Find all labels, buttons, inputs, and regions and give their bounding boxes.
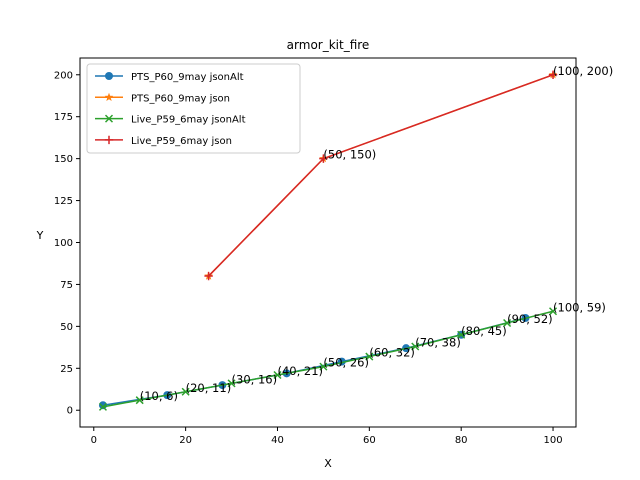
point-annotation: (20, 11) xyxy=(186,381,232,395)
data-point xyxy=(181,387,190,396)
x-tick-label: 40 xyxy=(271,435,284,446)
point-annotation: (50, 150) xyxy=(323,148,376,162)
legend-item: Live_P59_6may jsonAlt xyxy=(95,114,246,126)
data-point xyxy=(135,396,144,405)
legend-box xyxy=(86,63,301,154)
point-annotation: (50, 26) xyxy=(323,356,369,370)
data-point xyxy=(319,154,328,163)
y-tick-label: 125 xyxy=(54,196,73,207)
data-point xyxy=(319,362,328,371)
y-axis-label: Y xyxy=(36,229,44,242)
series-3 xyxy=(98,307,558,411)
point-annotation: (90, 52) xyxy=(507,312,553,326)
x-tick-label: 80 xyxy=(455,435,468,446)
x-tick-label: 60 xyxy=(363,435,376,446)
legend-marker xyxy=(104,92,114,101)
data-point xyxy=(549,307,558,316)
chart-title: armor_kit_fire xyxy=(287,38,370,52)
legend-marker xyxy=(104,114,114,123)
data-point xyxy=(457,330,466,339)
point-annotation: (80, 45) xyxy=(461,324,507,338)
point-annotation: (100, 59) xyxy=(553,300,606,314)
x-tick-label: 100 xyxy=(543,435,562,446)
legend: PTS_P60_9may jsonAlt PTS_P60_9may json Liv… xyxy=(86,63,301,154)
x-tick-label: 0 xyxy=(91,435,97,446)
y-tick-label: 100 xyxy=(54,238,73,249)
point-annotation: (70, 38) xyxy=(415,335,461,349)
y-tick-label: 25 xyxy=(60,364,73,375)
y-tick-label: 75 xyxy=(60,280,73,291)
plot-area: 0 20 40 60 80 100 0 25 50 75 100 125 150 175 200 (10, 6… xyxy=(54,57,613,446)
point-annotation: (10, 6) xyxy=(140,389,178,403)
y-tick-label: 0 xyxy=(67,406,73,417)
data-point xyxy=(204,271,213,281)
series-4 xyxy=(204,70,558,281)
data-point xyxy=(98,402,107,411)
legend-marker xyxy=(105,72,113,80)
legend-label: PTS_P60_9may json xyxy=(131,93,230,104)
point-annotation: (60, 32) xyxy=(369,346,415,360)
y-tick-label: 175 xyxy=(54,112,73,123)
legend-marker xyxy=(104,135,114,145)
legend-item: Live_P59_6may json xyxy=(95,135,232,147)
x-axis-label: X xyxy=(324,457,332,470)
data-point xyxy=(98,401,107,410)
y-tick-label: 50 xyxy=(60,322,73,333)
data-point xyxy=(365,352,374,361)
data-point xyxy=(411,342,420,351)
y-tick-label: 200 xyxy=(54,70,73,81)
data-point xyxy=(227,379,236,388)
point-annotation: (100, 200) xyxy=(553,64,613,78)
data-point xyxy=(273,370,282,380)
y-tick-label: 150 xyxy=(54,154,73,165)
legend-label: Live_P59_6may jsonAlt xyxy=(131,115,246,126)
data-point xyxy=(548,70,558,79)
data-point xyxy=(503,318,512,328)
point-annotation: (30, 16) xyxy=(232,372,278,386)
legend-item: PTS_P60_9may jsonAlt xyxy=(95,72,244,83)
legend-label: Live_P59_6may json xyxy=(131,136,232,147)
point-annotation: (40, 21) xyxy=(277,364,323,378)
legend-label: PTS_P60_9may jsonAlt xyxy=(131,72,244,83)
x-tick-label: 20 xyxy=(179,435,192,446)
legend-item: PTS_P60_9may json xyxy=(95,92,230,104)
